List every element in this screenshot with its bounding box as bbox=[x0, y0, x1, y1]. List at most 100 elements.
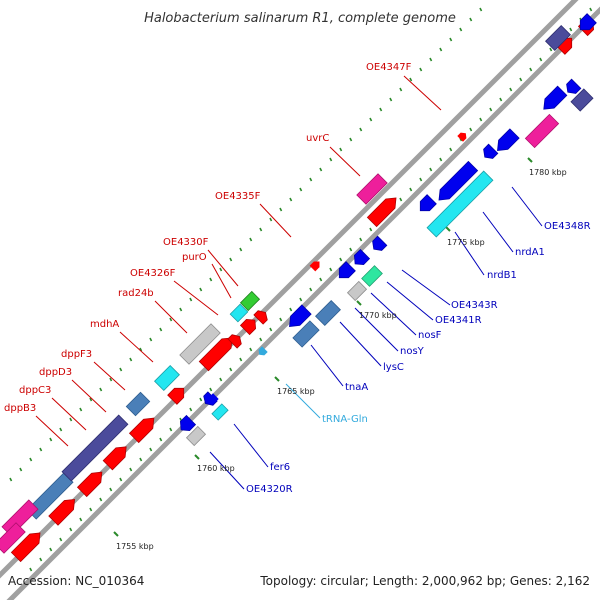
OE4343R-arrow bbox=[372, 235, 388, 251]
OE4326F-arrow bbox=[253, 310, 268, 325]
major-tick-3 bbox=[356, 300, 362, 306]
scale-tick-upper-29 bbox=[299, 187, 303, 192]
gene-label-nrdA1: nrdA1 bbox=[515, 247, 545, 258]
nosY-arrow bbox=[289, 304, 312, 327]
scale-tick-upper-5 bbox=[59, 427, 63, 432]
scale-tick-lower-38 bbox=[399, 197, 403, 202]
nosF-arrow bbox=[338, 261, 356, 279]
feature-track-lower-left-slateblue bbox=[61, 414, 129, 482]
scale-tick-lower-57 bbox=[589, 7, 593, 12]
scale-tick-lower-35 bbox=[369, 227, 373, 232]
rad24b-arrow bbox=[227, 334, 242, 349]
accession-text: Accession: NC_010364 bbox=[8, 574, 144, 588]
scale-tick-upper-17 bbox=[179, 307, 183, 312]
rad24b-feature-gray bbox=[179, 323, 221, 365]
gene-label-OE4330F: OE4330F bbox=[163, 237, 209, 248]
scale-tick-lower-2 bbox=[39, 557, 43, 562]
scale-tick-lower-29 bbox=[309, 287, 313, 292]
scale-tick-upper-9 bbox=[99, 387, 103, 392]
scale-tick-upper-16 bbox=[169, 317, 173, 322]
scale-tick-upper-4 bbox=[49, 437, 53, 442]
scale-tick-upper-34 bbox=[349, 137, 353, 142]
scale-tick-lower-41 bbox=[429, 167, 433, 172]
scale-tick-upper-45 bbox=[459, 27, 463, 32]
leader-OE4341R bbox=[386, 281, 434, 321]
scale-tick-lower-21 bbox=[229, 367, 233, 372]
scale-tick-lower-51 bbox=[529, 67, 533, 72]
gene-label-mdhA: mdhA bbox=[90, 319, 119, 330]
forward-gene-labels: OE4347F uvrC OE4335F OE4330F purO OE4326… bbox=[4, 62, 412, 414]
gene-label-dppD3: dppD3 bbox=[39, 367, 72, 378]
leader-OE4347F bbox=[403, 75, 442, 111]
tick-label-1765: 1765 kbp bbox=[277, 387, 315, 396]
tnaA-feature bbox=[292, 320, 320, 348]
gene-label-tRNA-Gln: tRNA-Gln bbox=[322, 414, 368, 425]
reverse-gene-labels: OE4348R nrdA1 nrdB1 OE4343R OE4341R nosF… bbox=[246, 221, 591, 495]
scale-tick-upper-46 bbox=[469, 17, 473, 22]
leader-tnaA bbox=[310, 344, 344, 387]
forward-feature-slateblue-top bbox=[545, 25, 571, 51]
tick-label-1775: 1775 kbp bbox=[447, 238, 485, 247]
reverse-gene-arrow-c bbox=[543, 85, 568, 110]
OE4343R-feature-green bbox=[361, 265, 383, 287]
major-tick-1 bbox=[194, 454, 200, 460]
scale-tick-upper-35 bbox=[359, 127, 363, 132]
leader-OE4343R bbox=[401, 269, 451, 306]
scale-tick-upper-27 bbox=[279, 207, 283, 212]
scale-tick-upper-10 bbox=[109, 377, 113, 382]
leader-mdhA bbox=[119, 331, 154, 363]
scale-tick-upper-43 bbox=[439, 47, 443, 52]
leader-OE4330F bbox=[207, 249, 239, 287]
scale-tick-upper-6 bbox=[69, 417, 73, 422]
leader-dppF3 bbox=[93, 361, 126, 391]
leader-nosF bbox=[370, 292, 417, 336]
OE4347F-marker bbox=[457, 132, 467, 142]
gene-label-dppF3: dppF3 bbox=[61, 349, 92, 360]
purO-arrow bbox=[239, 318, 257, 336]
leader-fer6 bbox=[233, 423, 269, 468]
scale-tick-lower-24 bbox=[259, 337, 263, 342]
leader-dppD3 bbox=[71, 379, 107, 413]
leader-OE4326F bbox=[173, 280, 219, 316]
reverse-gene-arrow-e bbox=[579, 13, 597, 31]
scale-tick-upper-19 bbox=[199, 287, 203, 292]
scale-tick-lower-46 bbox=[479, 117, 483, 122]
scale-tick-upper-33 bbox=[339, 147, 343, 152]
scale-tick-upper-7 bbox=[79, 407, 83, 412]
scale-tick-upper-20 bbox=[209, 277, 213, 282]
scale-tick-lower-49 bbox=[509, 87, 513, 92]
gene-features bbox=[0, 13, 597, 563]
feature-track-lower-left-pink-b bbox=[0, 522, 26, 554]
dppD3-arrow bbox=[76, 471, 103, 498]
scale-tick-upper-36 bbox=[369, 117, 373, 122]
gene-label-fer6: fer6 bbox=[270, 462, 290, 473]
scale-tick-upper-3 bbox=[39, 447, 43, 452]
leader-rad24b bbox=[154, 300, 188, 334]
tick-label-1780: 1780 kbp bbox=[529, 168, 567, 177]
scale-tick-lower-13 bbox=[149, 447, 153, 452]
scale-tick-lower-9 bbox=[109, 487, 113, 492]
OE4320R-arrow bbox=[179, 414, 197, 432]
OE4330F-feature bbox=[239, 290, 261, 312]
scale-tick-upper-44 bbox=[449, 37, 453, 42]
tick-label-1755: 1755 kbp bbox=[116, 542, 154, 551]
leader-nrdA1 bbox=[482, 211, 514, 253]
scale-tick-lower-3 bbox=[49, 547, 53, 552]
gene-label-purO: purO bbox=[182, 252, 207, 263]
scale-tick-lower-31 bbox=[329, 267, 333, 272]
leader-nosY bbox=[354, 307, 399, 352]
scale-tick-lower-42 bbox=[439, 157, 443, 162]
scale-tick-lower-25 bbox=[269, 327, 273, 332]
scale-tick-lower-12 bbox=[139, 457, 143, 462]
scale-tick-upper-42 bbox=[429, 57, 433, 62]
scale-tick-upper-11 bbox=[119, 367, 123, 372]
dppC3-arrow bbox=[48, 498, 76, 526]
lysC-feature bbox=[315, 300, 341, 326]
OE4320R-feature-gray bbox=[185, 425, 207, 447]
gene-label-nrdB1: nrdB1 bbox=[487, 270, 517, 281]
scale-tick-lower-45 bbox=[469, 127, 473, 132]
tRNA-Gln-marker bbox=[258, 346, 268, 356]
gene-label-OE4326F: OE4326F bbox=[130, 268, 176, 279]
